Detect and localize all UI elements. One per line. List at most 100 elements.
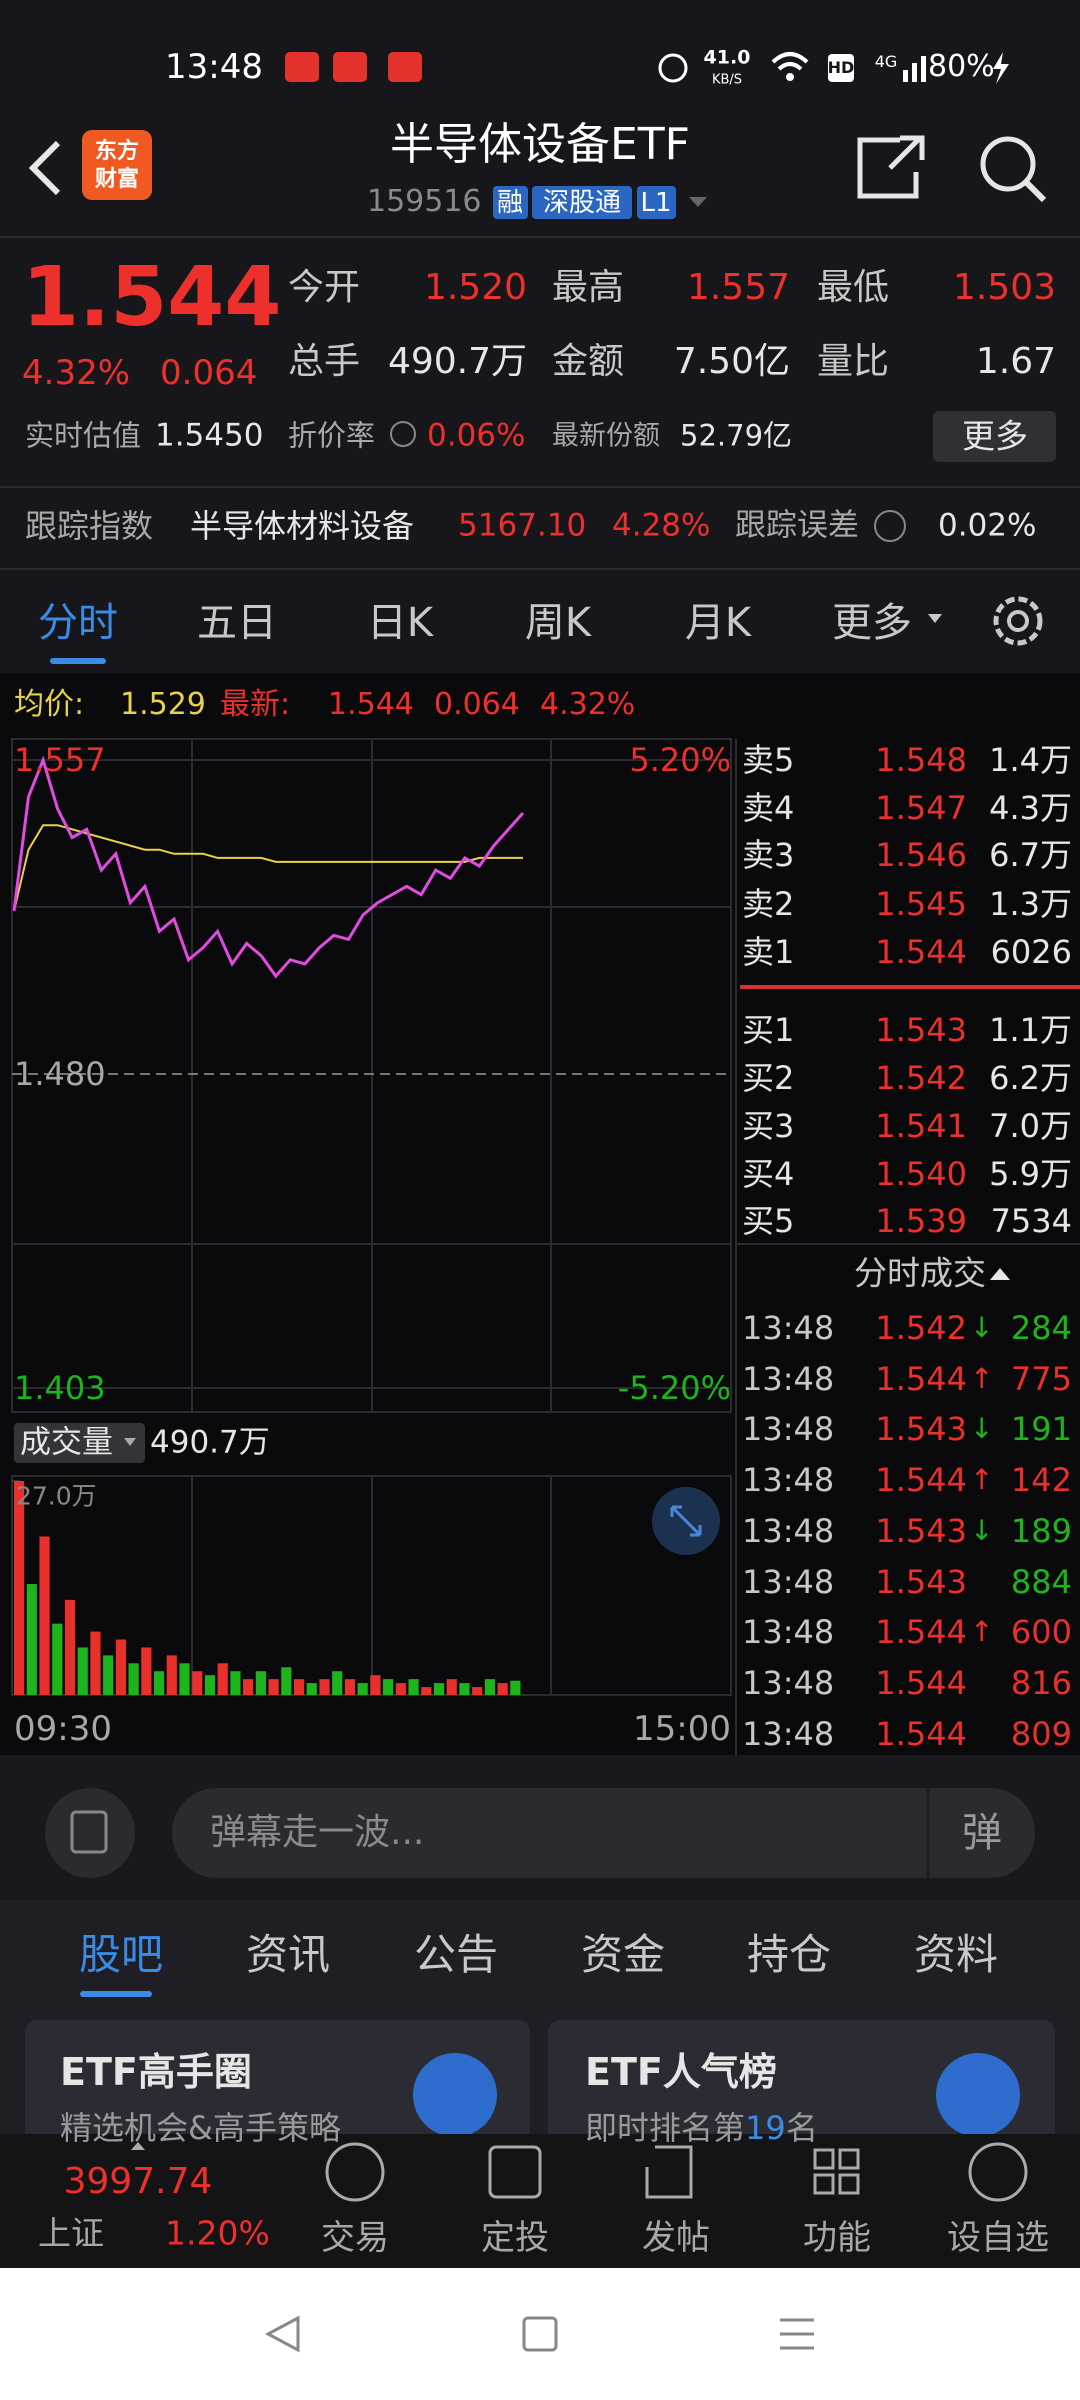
volume-bar [153, 1671, 165, 1695]
tabs[interactable]: 日K [366, 600, 434, 646]
system-buttons[interactable] [264, 2315, 814, 2353]
rows-time: 13:48 [742, 1359, 835, 1398]
rows-price: 1.542 [875, 1309, 967, 1347]
bids-label: 买5 [742, 1202, 795, 1240]
nav-index-name: 上证 [38, 2213, 104, 2253]
asks-price: 1.547 [875, 789, 967, 827]
header-logo: 财富 [94, 167, 140, 192]
card[interactable] [25, 2020, 530, 2170]
volume-bar [357, 1683, 368, 1695]
tab-underline [80, 1991, 152, 1997]
fields-label: 最低 [817, 267, 890, 308]
info-icon[interactable] [390, 421, 416, 447]
asks-price: 1.546 [875, 836, 967, 874]
legend-latest-label: 最新: [220, 687, 291, 722]
intraday-pct-top: 5.20% [629, 741, 731, 779]
rows-time: 13:48 [742, 1714, 835, 1753]
fields-value: 1.67 [975, 341, 1056, 382]
fields-label: 最高 [552, 267, 625, 308]
nav-icons[interactable] [325, 2142, 1028, 2202]
dropdown-icon [928, 614, 942, 623]
nav-items[interactable]: 设自选 [947, 2218, 1049, 2258]
legend-avg-label: 均价: [14, 687, 85, 722]
card[interactable] [548, 2020, 1055, 2170]
comment-icon[interactable] [45, 1788, 135, 1878]
comment-button[interactable]: 弹 [962, 1810, 1002, 1856]
nav-items[interactable]: 交易 [321, 2218, 389, 2258]
asks-volume: 1.3万 [989, 885, 1072, 923]
nav-index-value: 3997.74 [63, 2161, 213, 2202]
up-icon [131, 2142, 145, 2150]
settings-icon[interactable] [993, 596, 1043, 646]
volume-bar [293, 1679, 305, 1695]
volume-bar [192, 1671, 203, 1695]
nav-items[interactable]: 发帖 [642, 2218, 710, 2258]
intraday-pct-bottom: -5.20% [617, 1369, 731, 1407]
share-icon[interactable] [857, 135, 925, 199]
y-tick-label: 1.480 [14, 1055, 106, 1093]
expand-button[interactable] [652, 1487, 720, 1555]
volume-bar [26, 1584, 37, 1695]
asks-volume: 6026 [990, 933, 1072, 971]
bids-volume: 7.0万 [989, 1107, 1072, 1145]
help-icon[interactable] [874, 510, 906, 542]
search-icon[interactable] [980, 136, 1047, 203]
tabs[interactable]: 更多 [832, 600, 912, 646]
rows-dir: ↑ [970, 1463, 994, 1497]
bids-label: 买1 [742, 1011, 795, 1049]
back-icon[interactable] [28, 140, 61, 196]
volume-bar [408, 1679, 419, 1695]
tracking-name: 半导体材料设备 [190, 507, 415, 545]
status-time: 13:48 [165, 47, 263, 87]
nav-items[interactable]: 功能 [803, 2218, 871, 2258]
badge-bg [637, 186, 676, 219]
tracking-pct: 4.28% [612, 507, 711, 544]
tabs[interactable]: 五日 [197, 600, 277, 646]
comment-placeholder: 弹幕走一波... [210, 1812, 425, 1853]
bids-volume: 6.2万 [989, 1059, 1072, 1097]
fields-value: 1.503 [952, 267, 1056, 308]
tabs[interactable]: 周K [524, 600, 592, 646]
bids-label: 买2 [742, 1059, 795, 1097]
rows-time: 13:48 [742, 1562, 835, 1601]
trades-title: 分时成交 [854, 1253, 986, 1293]
header-badges: 深股通 [542, 188, 622, 218]
nav-items[interactable]: 定投 [481, 2218, 549, 2258]
asks-volume: 1.4万 [989, 741, 1072, 779]
quote-shares-label: 最新份额 [552, 420, 660, 452]
asks-label: 卖2 [742, 885, 795, 923]
section-tabs[interactable]: 股吧 [78, 1930, 164, 1979]
volume-bar [344, 1679, 356, 1695]
cards-sub-num: 19 [745, 2109, 786, 2147]
status-speed-unit: KB/S [711, 72, 743, 88]
comment-input[interactable] [172, 1788, 1035, 1878]
section-tabs[interactable]: 资讯 [245, 1930, 331, 1979]
quote-premium-label: 折价率 [288, 418, 376, 453]
bids-label: 买4 [742, 1155, 795, 1193]
volume-bar [281, 1667, 292, 1695]
fields-label: 量比 [817, 341, 890, 382]
volume-bar [179, 1663, 190, 1695]
quote-change: 0.064 [160, 353, 258, 393]
quote-more[interactable]: 更多 [962, 416, 1028, 456]
section-tabs[interactable]: 资金 [580, 1930, 666, 1979]
rows-price: 1.543 [875, 1562, 967, 1601]
sort-icon [990, 1268, 1010, 1280]
legend-latest: 1.544 [328, 687, 414, 722]
section-tabs[interactable]: 资料 [913, 1930, 999, 1979]
volume-bar [446, 1679, 457, 1695]
nav-index-pct: 1.20% [165, 2213, 270, 2253]
section-tabs[interactable]: 持仓 [746, 1930, 832, 1979]
volume-bar [141, 1647, 152, 1695]
section-tabs[interactable]: 公告 [413, 1930, 499, 1979]
rows-time: 13:48 [742, 1309, 835, 1347]
bids-price: 1.542 [875, 1059, 967, 1097]
more-button[interactable] [933, 411, 1056, 462]
rows-volume: 816 [1010, 1663, 1072, 1702]
comment-icon-glyph [70, 1810, 108, 1854]
tracking-error: 0.02% [938, 507, 1037, 544]
tabs[interactable]: 月K [684, 600, 752, 646]
tabs[interactable]: 分时 [38, 600, 118, 646]
header-badges: 融 [496, 188, 524, 218]
